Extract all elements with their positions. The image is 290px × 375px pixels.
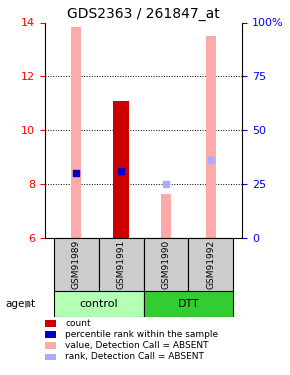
Title: GDS2363 / 261847_at: GDS2363 / 261847_at	[67, 8, 220, 21]
Text: value, Detection Call = ABSENT: value, Detection Call = ABSENT	[65, 341, 209, 350]
Bar	[144, 238, 189, 291]
Bar	[144, 291, 233, 317]
Text: agent: agent	[6, 299, 36, 309]
Point	[209, 157, 213, 163]
Text: GSM91992: GSM91992	[206, 240, 215, 289]
Point	[164, 181, 168, 187]
Bar	[99, 238, 144, 291]
Bar	[113, 100, 129, 238]
Text: GSM91989: GSM91989	[72, 240, 81, 289]
Text: GSM91991: GSM91991	[117, 240, 126, 289]
Bar	[71, 27, 81, 238]
Text: GSM91990: GSM91990	[162, 240, 171, 289]
Text: control: control	[79, 299, 118, 309]
Bar	[206, 36, 216, 238]
Text: DTT: DTT	[177, 299, 199, 309]
Bar	[188, 238, 233, 291]
Point	[74, 170, 79, 177]
Bar	[54, 238, 99, 291]
Point	[119, 168, 124, 174]
Text: count: count	[65, 319, 91, 328]
Text: ▶: ▶	[25, 299, 32, 309]
Bar	[54, 291, 144, 317]
Text: rank, Detection Call = ABSENT: rank, Detection Call = ABSENT	[65, 352, 204, 362]
Bar	[161, 194, 171, 238]
Text: percentile rank within the sample: percentile rank within the sample	[65, 330, 218, 339]
